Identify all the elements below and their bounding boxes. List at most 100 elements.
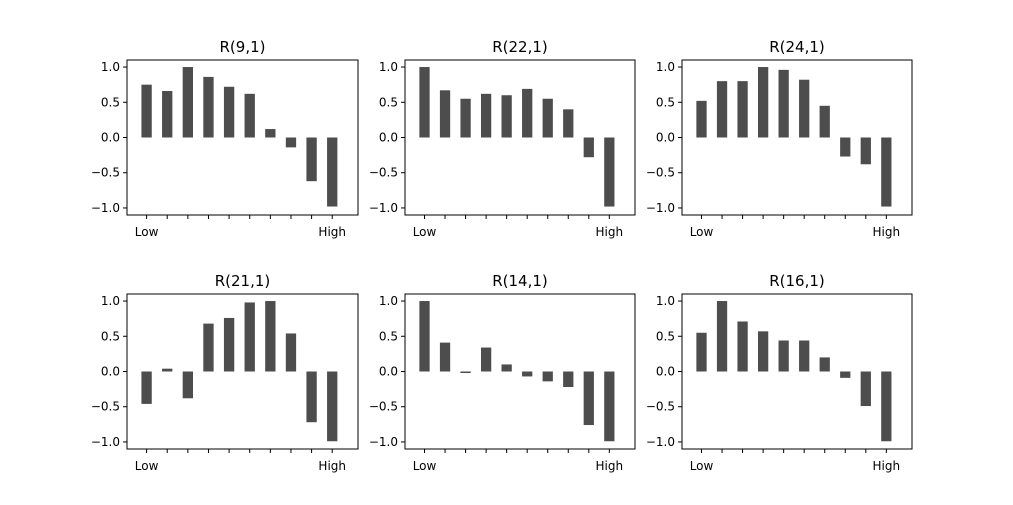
y-tick-label: −0.5 <box>646 400 675 414</box>
x-tick-label-high: High <box>318 225 346 239</box>
bar <box>203 323 214 372</box>
bar <box>182 67 193 138</box>
y-tick-label: 0.5 <box>656 95 675 109</box>
x-tick-label-low: Low <box>413 459 437 473</box>
bar <box>737 81 748 138</box>
bar <box>542 98 553 138</box>
subplot-title: R(24,1) <box>769 38 825 56</box>
subplot-6: R(16,1) 1.0 0.5 0.0 −0.5 −1.0 Low High <box>646 272 913 473</box>
bar <box>460 98 471 138</box>
y-tick-label: −1.0 <box>369 435 398 449</box>
y-tick-label: 0.0 <box>379 365 398 379</box>
bar <box>604 371 615 442</box>
bar <box>244 93 255 138</box>
bar <box>799 79 810 138</box>
bar <box>419 301 430 372</box>
bar <box>819 357 830 372</box>
bar <box>501 364 512 372</box>
y-tick-label: 0.5 <box>656 329 675 343</box>
bar <box>542 371 553 382</box>
subplot-title: R(14,1) <box>492 272 548 290</box>
y-tick-label: 0.0 <box>656 131 675 145</box>
y-tick-label: −1.0 <box>646 201 675 215</box>
y-tick-label: 0.0 <box>379 131 398 145</box>
bar <box>799 340 810 372</box>
y-tick-label: 1.0 <box>656 60 675 74</box>
bar <box>439 342 451 372</box>
bar <box>223 317 235 372</box>
bar <box>162 368 173 372</box>
bar <box>182 371 193 399</box>
bar <box>141 84 152 138</box>
bar <box>265 301 276 372</box>
bar <box>480 93 492 138</box>
y-tick-label: −0.5 <box>646 166 675 180</box>
bar <box>522 371 533 377</box>
bar <box>604 137 615 207</box>
bar <box>285 137 297 148</box>
x-tick-label-high: High <box>596 459 624 473</box>
bar <box>881 137 892 207</box>
x-tick-label-high: High <box>596 225 624 239</box>
y-tick-label: −1.0 <box>91 435 120 449</box>
y-tick-label: −0.5 <box>369 166 398 180</box>
bar <box>501 95 512 138</box>
x-tick-label-high: High <box>318 459 346 473</box>
y-tick-label: 1.0 <box>101 60 120 74</box>
subplot-title: R(16,1) <box>769 272 825 290</box>
y-tick-label: 1.0 <box>379 294 398 308</box>
y-tick-label: 0.0 <box>101 365 120 379</box>
y-tick-label: 1.0 <box>656 294 675 308</box>
bar <box>141 371 152 404</box>
bar <box>285 333 297 372</box>
bar <box>840 371 851 378</box>
bar <box>860 371 871 407</box>
y-tick-label: 0.5 <box>379 329 398 343</box>
bar <box>716 81 728 138</box>
bar <box>306 371 317 423</box>
x-tick-label-low: Low <box>135 459 159 473</box>
x-tick-label-low: Low <box>135 225 159 239</box>
bar <box>583 137 594 158</box>
bar <box>696 100 707 138</box>
y-tick-label: −0.5 <box>91 166 120 180</box>
bar <box>778 69 789 138</box>
bar <box>881 371 892 442</box>
bar <box>757 331 769 372</box>
bar <box>778 340 789 372</box>
bar <box>439 90 451 138</box>
bar <box>737 321 748 372</box>
bar <box>716 301 728 372</box>
subplot-3: R(24,1) 1.0 0.5 0.0 −0.5 −1.0 Low High <box>646 38 913 239</box>
x-tick-label-low: Low <box>413 225 437 239</box>
y-tick-label: −0.5 <box>369 400 398 414</box>
subplot-title: R(9,1) <box>220 38 266 56</box>
bar <box>162 91 173 138</box>
y-tick-label: 0.5 <box>379 95 398 109</box>
bar <box>819 105 830 138</box>
subplot-4: R(21,1) 1.0 0.5 0.0 −0.5 −1.0 Low High <box>91 272 359 473</box>
y-tick-label: 0.5 <box>101 95 120 109</box>
bar <box>306 137 317 182</box>
bar <box>265 129 276 138</box>
y-tick-label: −0.5 <box>91 400 120 414</box>
bar <box>460 371 471 373</box>
y-tick-label: 1.0 <box>101 294 120 308</box>
y-tick-label: −1.0 <box>646 435 675 449</box>
y-tick-label: −1.0 <box>369 201 398 215</box>
bar <box>563 109 574 138</box>
bar <box>840 137 851 157</box>
bar <box>203 76 214 138</box>
x-tick-label-high: High <box>873 225 901 239</box>
bar <box>522 88 533 138</box>
bar <box>563 371 574 387</box>
subplot-title: R(22,1) <box>492 38 548 56</box>
bar <box>244 302 255 372</box>
bar <box>696 332 707 372</box>
y-tick-label: 1.0 <box>379 60 398 74</box>
bar <box>223 86 235 138</box>
x-tick-label-high: High <box>873 459 901 473</box>
y-tick-label: 0.5 <box>101 329 120 343</box>
